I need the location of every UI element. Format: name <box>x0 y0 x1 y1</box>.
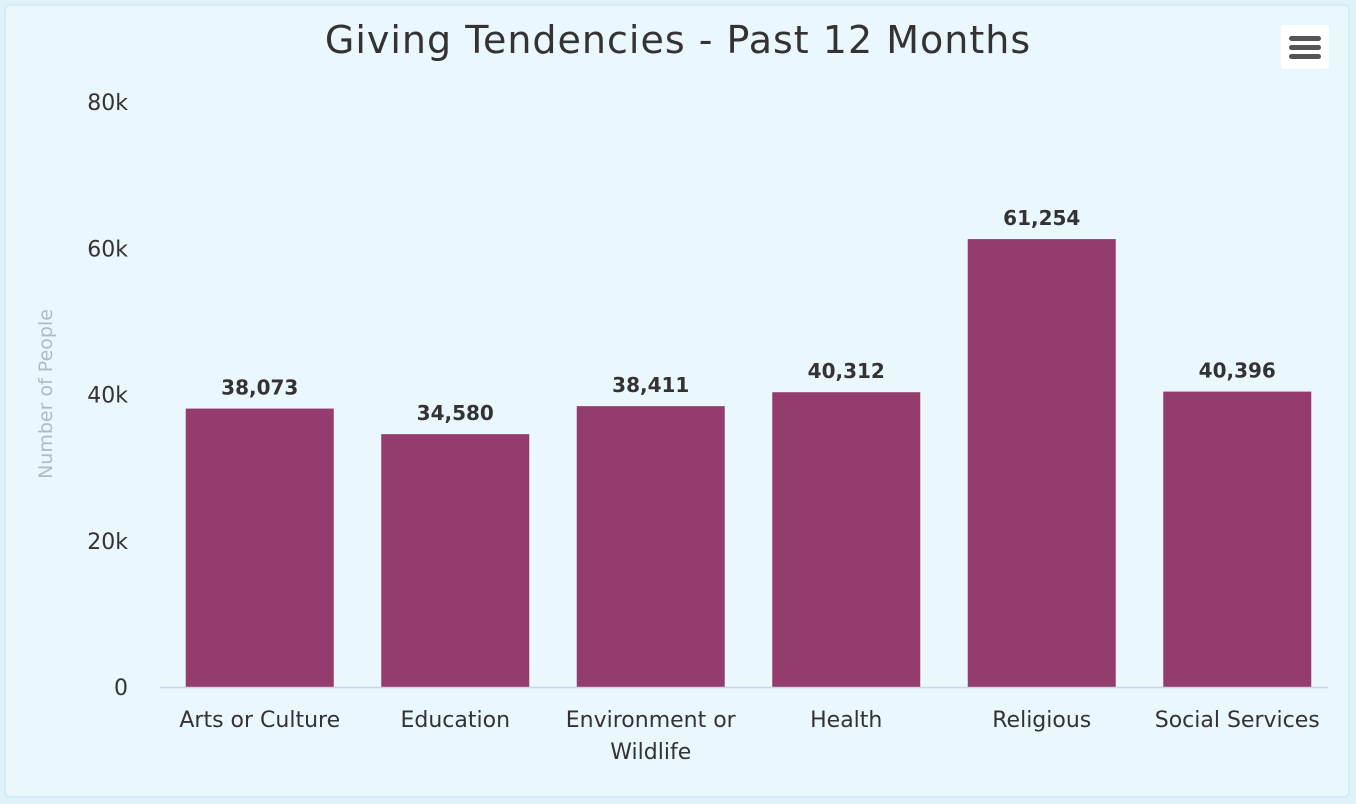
y-tick-label: 80k <box>87 91 128 116</box>
bar[interactable] <box>576 406 725 687</box>
bar[interactable] <box>381 434 530 687</box>
chart-title: Giving Tendencies - Past 12 Months <box>324 18 1032 62</box>
x-tick-label: Arts or Culture <box>179 708 340 733</box>
bar[interactable] <box>185 408 334 687</box>
y-tick-label: 60k <box>87 237 128 262</box>
data-label: 38,073 <box>221 376 298 400</box>
data-label: 40,312 <box>808 359 885 383</box>
y-tick-label: 0 <box>114 676 128 701</box>
data-label: 34,580 <box>417 401 494 425</box>
y-axis-label: Number of People <box>35 309 57 479</box>
data-label: 38,411 <box>612 373 689 397</box>
data-label: 40,396 <box>1199 359 1276 383</box>
x-tick-label: Education <box>400 708 510 733</box>
x-tick-label: Religious <box>992 708 1091 733</box>
data-label: 61,254 <box>1003 206 1080 230</box>
x-tick-label: Health <box>810 708 882 733</box>
x-tick-label: Social Services <box>1155 708 1320 733</box>
bar[interactable] <box>967 239 1116 687</box>
x-tick-label: Environment or Wildlife <box>566 708 737 765</box>
bar[interactable] <box>772 392 921 687</box>
y-tick-label: 20k <box>87 530 128 555</box>
y-tick-label: 40k <box>87 384 128 409</box>
hamburger-icon[interactable] <box>1281 25 1329 69</box>
bar[interactable] <box>1163 391 1312 687</box>
